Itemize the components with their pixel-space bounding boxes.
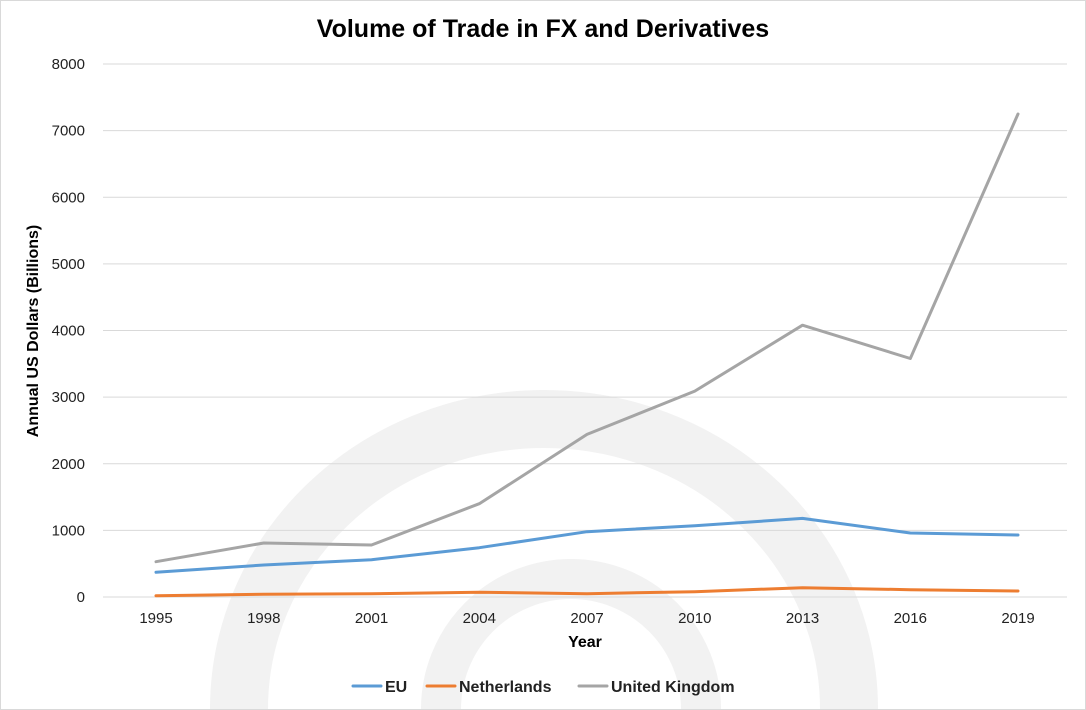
series-line-eu bbox=[154, 516, 1020, 574]
x-tick-label: 2010 bbox=[678, 610, 711, 627]
legend: EU Netherlands United Kingdom bbox=[351, 679, 735, 696]
x-tick-label: 2013 bbox=[786, 610, 819, 627]
y-tick-label: 0 bbox=[77, 589, 85, 606]
y-tick-label: 4000 bbox=[52, 323, 85, 340]
series-line-netherlands bbox=[154, 586, 1020, 598]
y-tick-label: 8000 bbox=[52, 56, 85, 73]
x-tick-label: 2019 bbox=[1001, 610, 1034, 627]
y-tick-label: 1000 bbox=[52, 522, 85, 539]
x-tick-label: 2016 bbox=[894, 610, 927, 627]
series-line-united-kingdom bbox=[154, 112, 1020, 564]
x-axis-ticks: 1995 1998 2001 2004 2007 2010 2013 2016 2019 bbox=[139, 610, 1034, 627]
x-tick-label: 2007 bbox=[570, 610, 603, 627]
x-tick-label: 2001 bbox=[355, 610, 388, 627]
x-axis-label: Year bbox=[568, 634, 602, 651]
y-tick-label: 2000 bbox=[52, 456, 85, 473]
chart-title: Volume of Trade in FX and Derivatives bbox=[317, 15, 769, 43]
y-tick-label: 6000 bbox=[52, 189, 85, 206]
x-tick-label: 2004 bbox=[463, 610, 496, 627]
y-tick-label: 3000 bbox=[52, 389, 85, 406]
y-tick-label: 7000 bbox=[52, 123, 85, 140]
legend-label: Netherlands bbox=[459, 679, 552, 696]
x-tick-label: 1995 bbox=[139, 610, 172, 627]
legend-label: EU bbox=[385, 679, 407, 696]
watermark-logo bbox=[210, 390, 878, 709]
x-tick-label: 1998 bbox=[247, 610, 280, 627]
y-axis-ticks: 0 1000 2000 3000 4000 5000 6000 7000 8000 bbox=[52, 56, 85, 606]
y-tick-label: 5000 bbox=[52, 256, 85, 273]
series-lines bbox=[154, 112, 1020, 598]
y-axis-label: Annual US Dollars (Billions) bbox=[25, 225, 42, 437]
legend-label: United Kingdom bbox=[611, 679, 735, 696]
gridlines bbox=[103, 63, 1067, 598]
